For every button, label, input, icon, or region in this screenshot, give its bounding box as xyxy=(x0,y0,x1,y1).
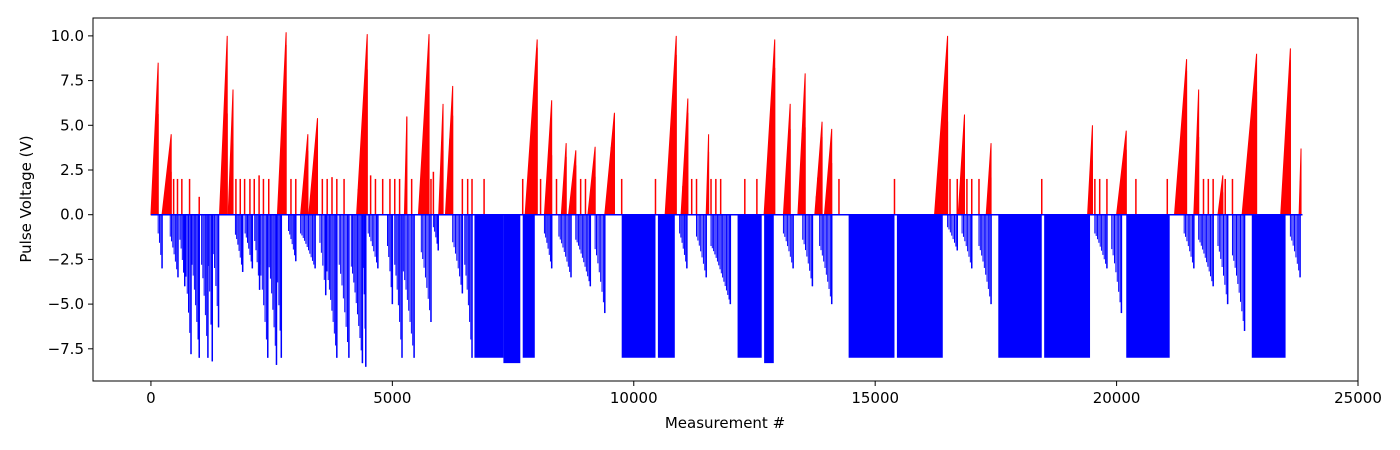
negative-pulse-block xyxy=(474,215,503,358)
y-tick-label: 2.5 xyxy=(60,161,84,179)
negative-pulse-block xyxy=(1126,215,1169,358)
negative-pulse-block xyxy=(897,215,943,358)
x-axis-label: Measurement # xyxy=(665,414,785,432)
y-tick-label: −2.5 xyxy=(48,250,84,268)
y-tick-label: −7.5 xyxy=(48,340,84,358)
y-tick-label: 7.5 xyxy=(60,72,84,90)
x-tick-label: 10000 xyxy=(610,389,658,407)
x-tick-label: 20000 xyxy=(1093,389,1141,407)
y-tick-label: 10.0 xyxy=(51,27,84,45)
negative-pulse-block xyxy=(1252,215,1286,358)
negative-pulse-block xyxy=(523,215,535,358)
x-tick-label: 5000 xyxy=(373,389,411,407)
negative-pulse-block xyxy=(738,215,762,358)
y-axis-label: Pulse Voltage (V) xyxy=(17,135,35,262)
y-tick-label: −5.0 xyxy=(48,295,84,313)
x-tick-label: 15000 xyxy=(851,389,899,407)
negative-pulse-block xyxy=(998,215,1041,358)
negative-pulse-block xyxy=(764,215,774,363)
x-tick-label: 25000 xyxy=(1334,389,1382,407)
y-tick-label: 5.0 xyxy=(60,116,84,134)
negative-pulse-block xyxy=(849,215,895,358)
x-tick-label: 0 xyxy=(146,389,156,407)
negative-pulse-block xyxy=(658,215,675,358)
y-tick-label: 0.0 xyxy=(60,206,84,224)
negative-pulse-block xyxy=(622,215,656,358)
negative-pulse-block xyxy=(503,215,520,363)
negative-pulse-block xyxy=(1044,215,1090,358)
